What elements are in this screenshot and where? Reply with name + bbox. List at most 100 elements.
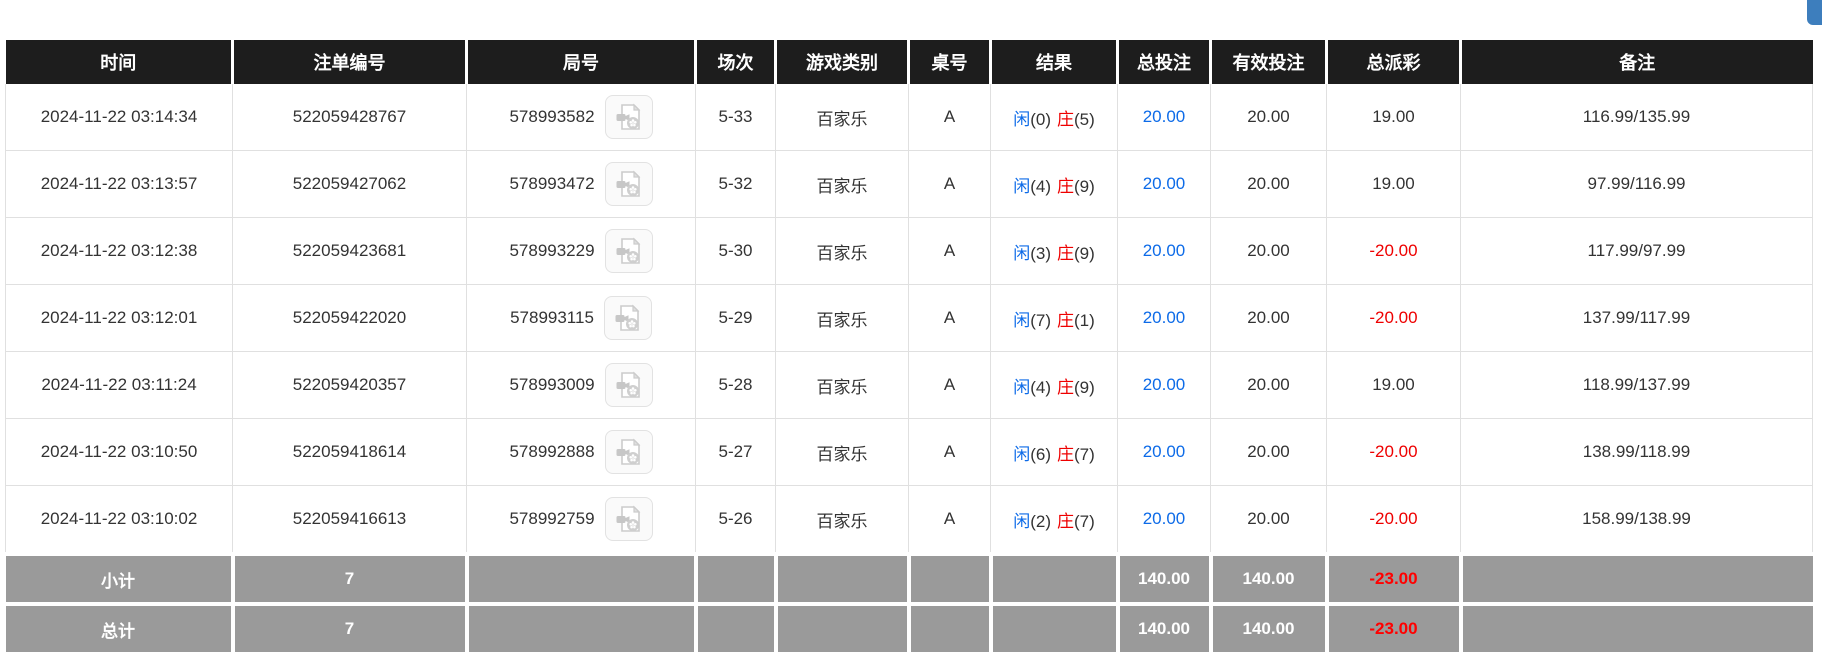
round-number-group: 578993472 <box>467 162 695 206</box>
cell-game_type: 百家乐 <box>775 84 909 151</box>
video-replay-icon <box>616 170 640 197</box>
cell-round_no: 578993582 <box>466 84 696 151</box>
cell-remark: 117.99/97.99 <box>1460 217 1813 285</box>
total-payout-value: 19.00 <box>1372 375 1415 394</box>
cell-result: 闲(7) 庄(1) <box>990 284 1118 352</box>
cell-round_no: 578993472 <box>466 150 696 218</box>
cell-bet_no: 522059428767 <box>232 84 467 151</box>
cell-valid_bet: 20.00 <box>1210 351 1327 419</box>
video-replay-icon <box>616 237 640 264</box>
cell-valid_bet: 20.00 <box>1210 150 1327 218</box>
round-number-group: 578993229 <box>467 229 695 273</box>
video-replay-button[interactable] <box>604 497 653 541</box>
cell-time: 2024-11-22 03:13:57 <box>5 150 233 218</box>
cell-total_payout: 19.00 <box>1326 150 1461 218</box>
result-player-value: (7) <box>1030 310 1051 330</box>
cell-time: 2024-11-22 03:11:24 <box>5 351 233 419</box>
cell-session: 5-28 <box>695 351 776 419</box>
result-banker-value: (7) <box>1074 444 1095 464</box>
cell-total_payout: -20.00 <box>1326 217 1461 285</box>
cell-result: 闲(6) 庄(7) <box>990 418 1118 486</box>
cell-bet_no: 522059418614 <box>232 418 467 486</box>
cell-session: 5-30 <box>695 217 776 285</box>
summary-cell-result <box>990 552 1120 604</box>
cell-game_type: 百家乐 <box>775 284 909 352</box>
top-right-button-fragment[interactable] <box>1807 0 1822 25</box>
result-banker-value: (7) <box>1074 511 1095 531</box>
cell-table_no: A <box>908 217 991 285</box>
total-bet-value: 20.00 <box>1142 308 1186 327</box>
cell-result: 闲(3) 庄(9) <box>990 217 1118 285</box>
column-header-valid_bet: 有效投注 <box>1210 40 1328 84</box>
cell-total_payout: -20.00 <box>1326 485 1461 555</box>
video-replay-icon <box>616 371 640 398</box>
summary-cell-total_bet: 140.00 <box>1117 602 1213 652</box>
result-player-value: (4) <box>1030 176 1051 196</box>
summary-cell-bet_no: 7 <box>232 552 469 604</box>
result-player-label: 闲 <box>1013 310 1031 330</box>
grand-total-row: 总计 7 140.00 140.00 -23.00 <box>5 602 1813 652</box>
result-player-value: (2) <box>1030 511 1051 531</box>
cell-round_no: 578993115 <box>466 284 696 352</box>
summary-cell-game_type <box>775 552 911 604</box>
cell-remark: 138.99/118.99 <box>1460 418 1813 486</box>
summary-cell-round_no <box>466 602 698 652</box>
cell-time: 2024-11-22 03:12:01 <box>5 284 233 352</box>
result-banker-label: 庄 <box>1057 243 1074 263</box>
result-banker-label: 庄 <box>1057 377 1074 397</box>
summary-cell-result <box>990 602 1120 652</box>
cell-bet_no: 522059416613 <box>232 485 467 555</box>
bet-records-table: 时间 注单编号 局号 场次 游戏类别 桌号 结果 总投注 有效投注 总派彩 备注 2024-11-2… <box>5 40 1813 652</box>
result-player-label: 闲 <box>1013 377 1031 397</box>
round-number-group: 578993009 <box>467 363 695 407</box>
video-replay-button[interactable] <box>603 296 652 340</box>
round-number: 578993229 <box>509 241 595 260</box>
table-row: 2024-11-22 03:14:34 522059428767 578993582… <box>5 84 1813 151</box>
total-bet-value: 20.00 <box>1142 442 1186 461</box>
video-replay-button[interactable] <box>604 229 653 273</box>
cell-table_no: A <box>908 485 991 555</box>
cell-time: 2024-11-22 03:12:38 <box>5 217 233 285</box>
video-replay-icon <box>616 505 640 532</box>
column-header-game_type: 游戏类别 <box>775 40 910 84</box>
cell-game_type: 百家乐 <box>775 217 909 285</box>
video-replay-button[interactable] <box>604 162 653 206</box>
summary-cell-session <box>695 552 778 604</box>
column-header-remark: 备注 <box>1460 40 1813 84</box>
column-header-session: 场次 <box>695 40 777 84</box>
table-row: 2024-11-22 03:10:50 522059418614 578992888… <box>5 418 1813 486</box>
result-banker-value: (9) <box>1074 243 1095 263</box>
cell-valid_bet: 20.00 <box>1210 485 1327 555</box>
result-banker-value: (1) <box>1074 310 1095 330</box>
total-bet-value: 20.00 <box>1142 107 1186 126</box>
cell-bet_no: 522059423681 <box>232 217 467 285</box>
summary-cell-valid_bet: 140.00 <box>1210 552 1329 604</box>
cell-total_payout: -20.00 <box>1326 418 1461 486</box>
cell-valid_bet: 20.00 <box>1210 284 1327 352</box>
round-number: 578993115 <box>510 308 594 327</box>
video-replay-button[interactable] <box>604 430 653 474</box>
cell-session: 5-33 <box>695 84 776 151</box>
cell-total_bet: 20.00 <box>1117 217 1211 285</box>
header-row: 时间 注单编号 局号 场次 游戏类别 桌号 结果 总投注 有效投注 总派彩 备注 <box>5 40 1813 84</box>
table-row: 2024-11-22 03:12:38 522059423681 578993229… <box>5 217 1813 285</box>
summary-cell-table_no <box>908 552 993 604</box>
cell-remark: 97.99/116.99 <box>1460 150 1813 218</box>
cell-round_no: 578993229 <box>466 217 696 285</box>
table-row: 2024-11-22 03:12:01 522059422020 578993115… <box>5 284 1813 352</box>
summary-payout-value: -23.00 <box>1369 619 1418 638</box>
cell-round_no: 578992888 <box>466 418 696 486</box>
video-replay-button[interactable] <box>604 363 653 407</box>
table-row: 2024-11-22 03:11:24 522059420357 578993009… <box>5 351 1813 419</box>
total-bet-value: 20.00 <box>1142 174 1186 193</box>
table-body: 2024-11-22 03:14:34 522059428767 578993582… <box>5 84 1813 652</box>
summary-payout-value: -23.00 <box>1369 569 1418 588</box>
video-replay-button[interactable] <box>604 95 653 139</box>
cell-bet_no: 522059422020 <box>232 284 467 352</box>
cell-total_bet: 20.00 <box>1117 485 1211 555</box>
cell-total_bet: 20.00 <box>1117 284 1211 352</box>
summary-cell-total_payout: -23.00 <box>1326 602 1463 652</box>
total-bet-value: 20.00 <box>1142 241 1186 260</box>
round-number-group: 578992759 <box>467 497 695 541</box>
summary-cell-remark <box>1460 552 1813 604</box>
